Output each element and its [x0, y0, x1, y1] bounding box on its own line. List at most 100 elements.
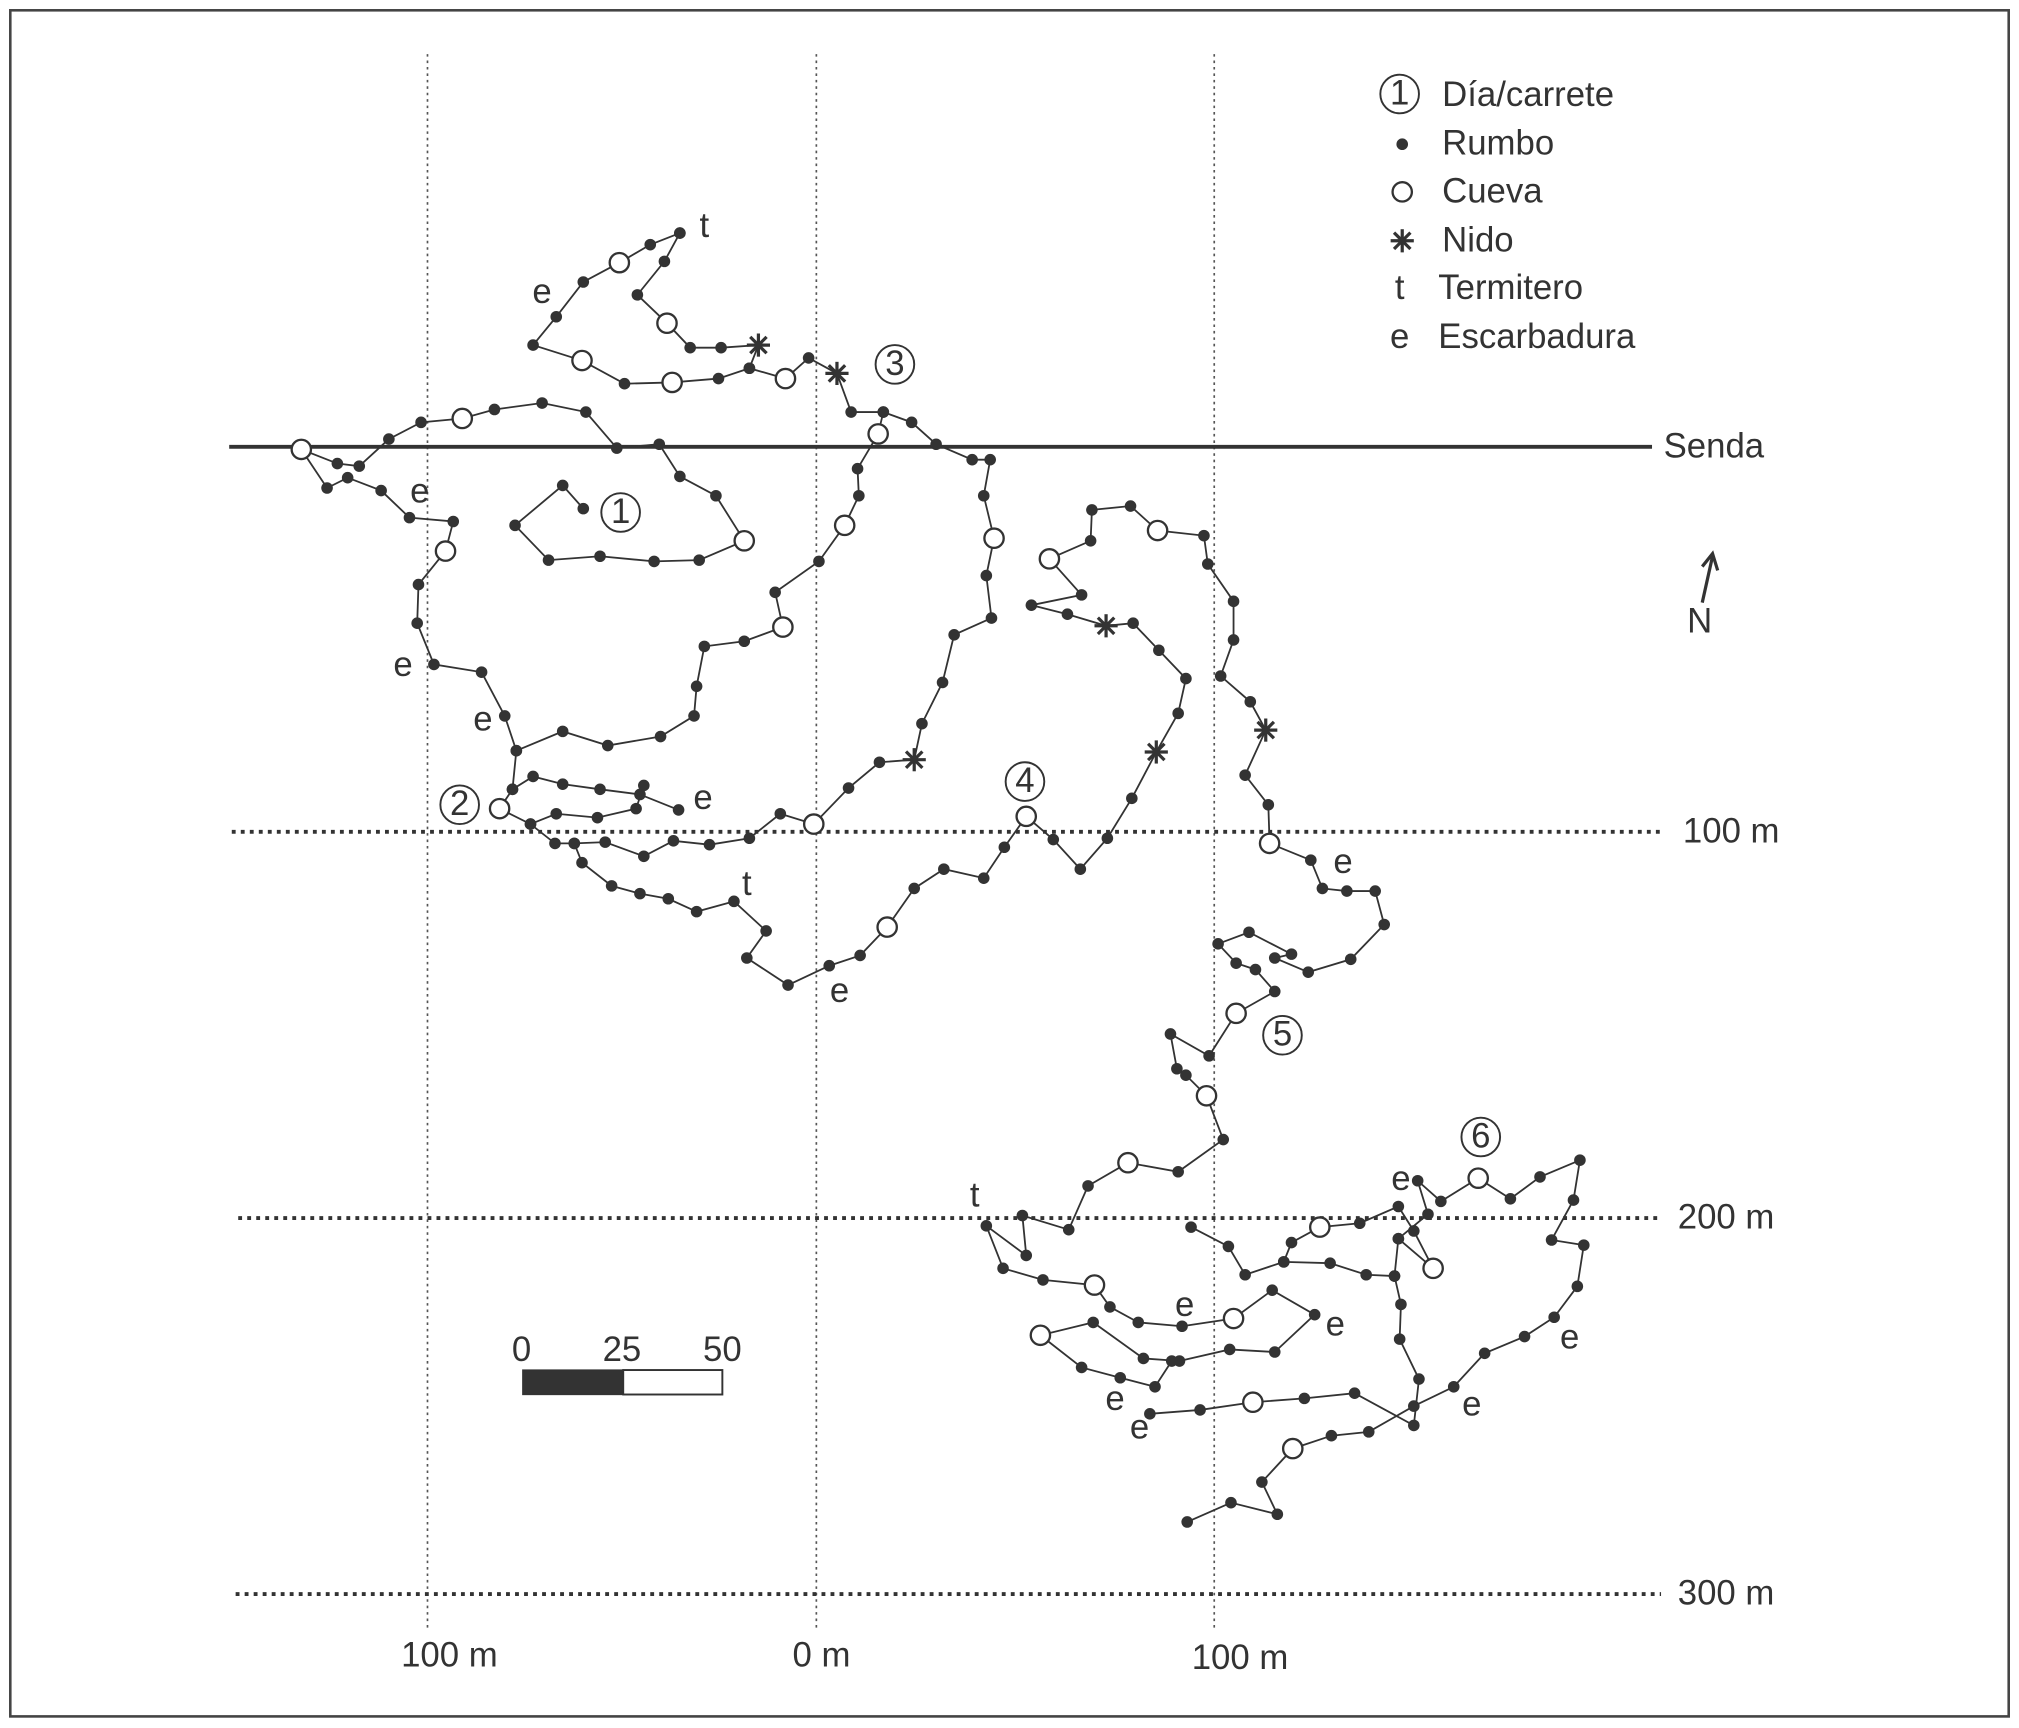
heading-point — [984, 453, 996, 466]
track — [1185, 1221, 1401, 1282]
heading-point — [383, 433, 395, 445]
heading-point — [674, 470, 686, 483]
heading-point — [1577, 1239, 1590, 1251]
heading-point — [1202, 558, 1214, 570]
legend-label: Nido — [1442, 221, 1513, 259]
track-line — [1149, 1205, 1434, 1427]
heading-point — [1185, 1221, 1197, 1233]
heading-point — [980, 1220, 993, 1232]
day-label: 2 — [450, 785, 469, 823]
day-label: 6 — [1471, 1117, 1490, 1155]
heading-point — [1214, 670, 1227, 682]
track-label: e — [473, 700, 492, 738]
heading-point — [550, 807, 563, 820]
heading-point — [415, 416, 427, 429]
heading-point — [524, 818, 537, 830]
legend-label: Cueva — [1442, 172, 1543, 210]
heading-point — [527, 339, 539, 351]
heading-point — [690, 905, 703, 918]
burrow-point — [1222, 1307, 1245, 1330]
heading-point — [698, 640, 711, 653]
heading-point — [1324, 1257, 1336, 1269]
heading-point — [1392, 1200, 1405, 1213]
legend-label: Día/carrete — [1442, 76, 1614, 114]
north-arrow: N — [1687, 550, 1720, 640]
y-label: 200 m — [1678, 1199, 1775, 1237]
burrow-point — [608, 251, 631, 274]
heading-point — [549, 837, 561, 850]
day-label: 3 — [885, 345, 904, 383]
heading-point — [1075, 1361, 1088, 1374]
north-label: N — [1687, 602, 1712, 640]
burrow-point — [1015, 805, 1038, 828]
scale-label: 50 — [703, 1331, 742, 1369]
heading-point — [1037, 1274, 1049, 1286]
frame — [9, 9, 2010, 1718]
track-label: e — [393, 646, 412, 684]
heading-point — [412, 578, 425, 591]
heading-point — [1395, 1298, 1407, 1311]
heading-point — [498, 710, 511, 722]
heading-point — [667, 835, 680, 847]
heading-point — [853, 489, 865, 502]
heading-point — [1153, 644, 1165, 657]
track — [527, 227, 756, 394]
heading-point — [690, 680, 703, 693]
heading-point — [591, 811, 604, 824]
track-label: e — [1326, 1305, 1345, 1343]
heading-point — [1239, 769, 1251, 781]
heading-point — [1047, 833, 1060, 846]
day-label: 5 — [1273, 1016, 1292, 1054]
heading-point — [568, 837, 581, 850]
heading-point — [1268, 1346, 1281, 1358]
heading-point — [658, 255, 671, 268]
heading-point — [594, 550, 606, 563]
burrow-point — [451, 407, 474, 430]
heading-point — [1127, 617, 1139, 630]
heading-point — [845, 406, 857, 418]
heading-point — [556, 479, 569, 492]
burrow-point — [488, 797, 511, 820]
burrow-point — [867, 423, 889, 445]
heading-point — [760, 925, 772, 937]
heading-point — [1172, 707, 1184, 720]
heading-point — [936, 676, 949, 689]
day-circle — [1004, 761, 1046, 802]
burrow-point — [1225, 1002, 1247, 1025]
burrow-point — [774, 367, 797, 390]
burrow-point — [1117, 1151, 1139, 1174]
heading-point — [1447, 1380, 1460, 1393]
heading-point — [1277, 1256, 1290, 1268]
heading-point — [601, 739, 614, 752]
heading-point — [331, 457, 344, 470]
nest-core — [1398, 236, 1407, 245]
heading-point — [577, 502, 590, 515]
heading-point — [1104, 1301, 1116, 1313]
heading-point — [1074, 863, 1087, 875]
heading-point — [1408, 1400, 1420, 1412]
heading-point — [1203, 1050, 1215, 1062]
heading-point — [536, 397, 548, 409]
heading-point — [985, 612, 998, 624]
scale-label: 0 — [512, 1331, 531, 1369]
heading-point — [1362, 1426, 1375, 1438]
heading-point — [1062, 1223, 1075, 1236]
track-label: t — [970, 1177, 980, 1215]
burrow-point — [802, 813, 825, 835]
nest-core — [1261, 726, 1270, 734]
heading-point — [527, 770, 539, 783]
heading-point — [813, 555, 825, 568]
heading-point — [648, 555, 660, 568]
burrow-point — [1422, 1257, 1444, 1280]
day-label: 4 — [1015, 762, 1034, 800]
heading-point — [1378, 918, 1390, 931]
heading-point — [774, 807, 787, 820]
nest-core — [1152, 748, 1161, 756]
heading-point — [1302, 966, 1315, 978]
heading-point — [1114, 1371, 1127, 1384]
heading-point — [1244, 695, 1257, 708]
heading-point — [851, 462, 864, 475]
heading-point — [854, 949, 866, 962]
heading-point — [916, 717, 928, 730]
